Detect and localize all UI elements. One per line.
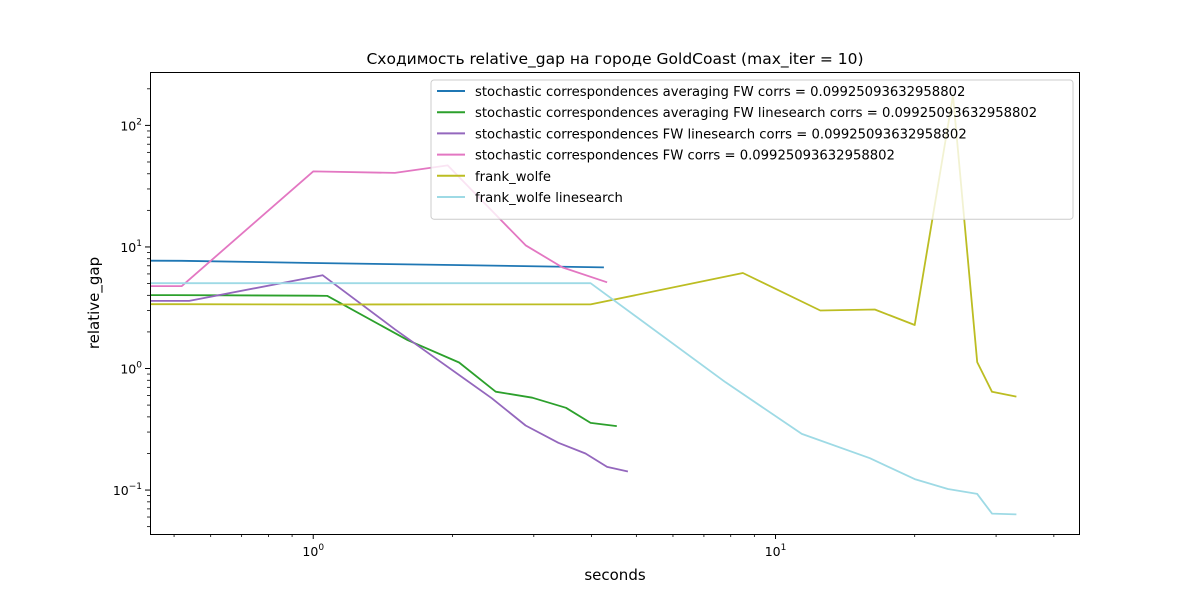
series-line-5	[150, 94, 1017, 398]
y-tick-label: 101	[120, 239, 142, 255]
series-line-4	[150, 164, 608, 288]
legend-box	[430, 79, 1074, 220]
legend-label: stochastic correspondences FW linesearch…	[475, 127, 967, 142]
x-tick-label: 100	[302, 543, 324, 559]
x-tick-label: 101	[765, 543, 787, 559]
legend-label: frank_wolfe	[475, 170, 551, 185]
y-tick-label: 100	[120, 361, 142, 377]
y-axis-ticks: 10−1 100 101 102	[113, 88, 150, 528]
axes-frame	[150, 72, 1080, 535]
series-line-2	[150, 294, 617, 427]
legend-label: stochastic correspondences FW corrs = 0.…	[475, 149, 895, 164]
legend-label: stochastic correspondences averaging FW …	[475, 106, 1037, 121]
y-tick-label: 10−1	[113, 482, 142, 498]
y-axis-label: relative_gap	[85, 257, 104, 349]
y-tick-label: 102	[120, 117, 142, 133]
series-line-1	[149, 259, 604, 269]
legend-label: stochastic correspondences averaging FW …	[475, 85, 965, 100]
series-line-6	[150, 282, 1017, 516]
series-line-3	[150, 274, 629, 473]
legend-label: frank_wolfe linesearch	[475, 191, 623, 206]
x-axis-label: seconds	[584, 566, 645, 584]
chart-title: Сходимость relative_gap на городе GoldCo…	[366, 50, 863, 69]
series-lines	[149, 94, 1017, 516]
legend: stochastic correspondences averaging FW …	[430, 79, 1074, 220]
